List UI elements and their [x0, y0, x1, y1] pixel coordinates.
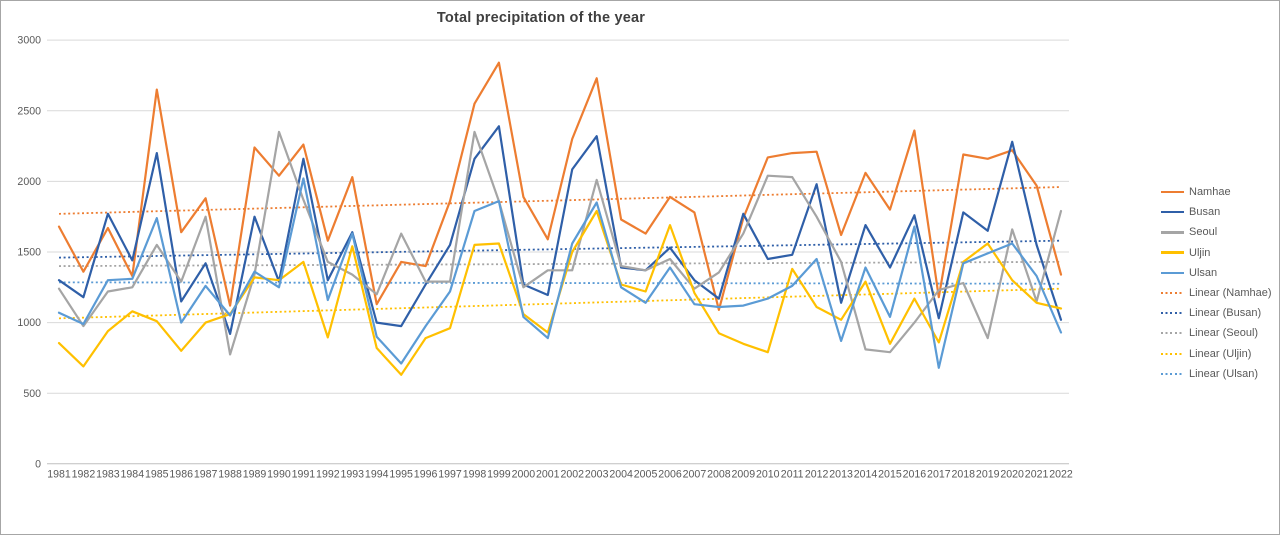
legend-line-swatch	[1161, 210, 1184, 214]
chart-title: Total precipitation of the year	[436, 10, 646, 26]
x-tick-label: 1995	[389, 469, 413, 481]
x-tick-label: 1991	[292, 469, 316, 481]
x-tick-label: 2013	[829, 469, 853, 481]
x-tick-label: 1997	[438, 469, 462, 481]
x-tick-label: 2021	[1025, 469, 1049, 481]
series-line-ulsan[interactable]	[57, 177, 1063, 369]
trendline-linearnamhae[interactable]	[58, 186, 1062, 215]
legend-label: Busan	[1189, 206, 1221, 219]
x-tick-label: 2006	[658, 469, 682, 481]
x-tick-label: 1993	[340, 469, 364, 481]
legend-item[interactable]: Linear (Busan)	[1161, 303, 1279, 323]
y-tick-label: 1000	[17, 317, 41, 329]
legend-label: Ulsan	[1189, 266, 1218, 279]
y-tick-label: 2000	[17, 176, 41, 188]
x-tick-label: 2019	[976, 469, 1000, 481]
x-tick-label: 2009	[732, 469, 756, 481]
legend-item[interactable]: Linear (Seoul)	[1161, 323, 1279, 343]
x-tick-label: 1994	[365, 469, 389, 481]
x-tick-label: 2020	[1000, 469, 1024, 481]
x-tick-label: 2016	[903, 469, 927, 481]
legend-dotted-line-swatch	[1161, 352, 1184, 355]
trendline-linearbusan[interactable]	[58, 239, 1062, 259]
x-tick-label: 1996	[414, 469, 438, 481]
x-tick-label: 1999	[487, 469, 511, 481]
legend-label: Linear (Seoul)	[1189, 327, 1259, 340]
x-tick-label: 2010	[756, 469, 780, 481]
legend-label: Seoul	[1189, 226, 1218, 239]
legend: Namhae Busan Seoul Uljin Ulsan Linear (Namhae…	[1161, 1, 1279, 534]
x-tick-label: 1986	[169, 469, 193, 481]
legend-label: Uljin	[1189, 246, 1211, 259]
legend-item[interactable]: Seoul	[1161, 222, 1279, 242]
trendline-linearseoul[interactable]	[58, 260, 1062, 267]
legend-item[interactable]: Ulsan	[1161, 263, 1279, 283]
series-line-namhae[interactable]	[57, 61, 1063, 311]
series-line-seoul[interactable]	[57, 130, 1063, 356]
x-tick-label: 2003	[585, 469, 609, 481]
legend-item[interactable]: Linear (Ulsan)	[1161, 364, 1279, 384]
legend-item[interactable]: Uljin	[1161, 243, 1279, 263]
legend-dotted-line-swatch	[1161, 332, 1184, 335]
x-tick-label: 1989	[243, 469, 267, 481]
x-tick-label: 2017	[927, 469, 951, 481]
legend-dotted-line-swatch	[1161, 292, 1184, 294]
y-tick-label: 3000	[17, 35, 41, 47]
legend-label: Linear (Ulsan)	[1189, 367, 1259, 380]
x-tick-label: 1983	[96, 469, 120, 481]
legend-label: Namhae	[1189, 186, 1231, 198]
legend-dotted-line-swatch	[1161, 312, 1184, 315]
legend-item[interactable]: Busan	[1161, 202, 1279, 222]
legend-item[interactable]: Linear (Uljin)	[1161, 344, 1279, 364]
legend-item[interactable]: Namhae	[1161, 182, 1279, 202]
x-tick-label: 1998	[463, 469, 487, 481]
trendline-linearulsan[interactable]	[58, 281, 1062, 285]
x-tick-label: 2022	[1049, 469, 1073, 481]
x-tick-label: 1982	[72, 469, 96, 481]
legend-label: Linear (Uljin)	[1189, 347, 1252, 360]
x-tick-label: 2014	[854, 469, 878, 481]
legend-dotted-line-swatch	[1161, 372, 1184, 375]
x-tick-label: 1992	[316, 469, 340, 481]
x-tick-label: 1985	[145, 469, 169, 481]
legend-label: Linear (Namhae)	[1189, 287, 1272, 299]
x-tick-label: 2011	[781, 469, 804, 481]
x-tick-label: 2008	[707, 469, 731, 481]
x-tick-label: 2012	[805, 469, 829, 481]
y-tick-label: 2500	[17, 105, 41, 117]
legend-line-swatch	[1161, 231, 1184, 234]
x-tick-label: 2018	[951, 469, 975, 481]
x-tick-label: 1984	[121, 469, 145, 481]
legend-line-swatch	[1161, 190, 1184, 194]
legend-line-swatch	[1161, 251, 1184, 254]
x-tick-label: 2005	[634, 469, 658, 481]
x-tick-label: 2000	[512, 469, 536, 481]
x-tick-label: 1988	[218, 469, 242, 481]
x-tick-label: 2001	[536, 469, 560, 481]
x-tick-label: 2007	[683, 469, 707, 481]
x-tick-label: 2015	[878, 469, 902, 481]
legend-label: Linear (Busan)	[1189, 307, 1262, 320]
y-tick-label: 500	[23, 388, 41, 400]
legend-line-swatch	[1161, 271, 1184, 275]
x-tick-label: 1981	[47, 469, 71, 481]
x-tick-label: 2004	[609, 469, 633, 481]
y-tick-label: 1500	[17, 247, 41, 259]
trendline-linearuljin[interactable]	[58, 287, 1062, 320]
x-tick-label: 1987	[194, 469, 218, 481]
y-tick-label: 0	[35, 458, 41, 470]
x-tick-label: 1990	[267, 469, 291, 481]
x-tick-label: 2002	[560, 469, 584, 481]
legend-item[interactable]: Linear (Namhae)	[1161, 283, 1279, 303]
series-line-busan[interactable]	[57, 125, 1063, 335]
